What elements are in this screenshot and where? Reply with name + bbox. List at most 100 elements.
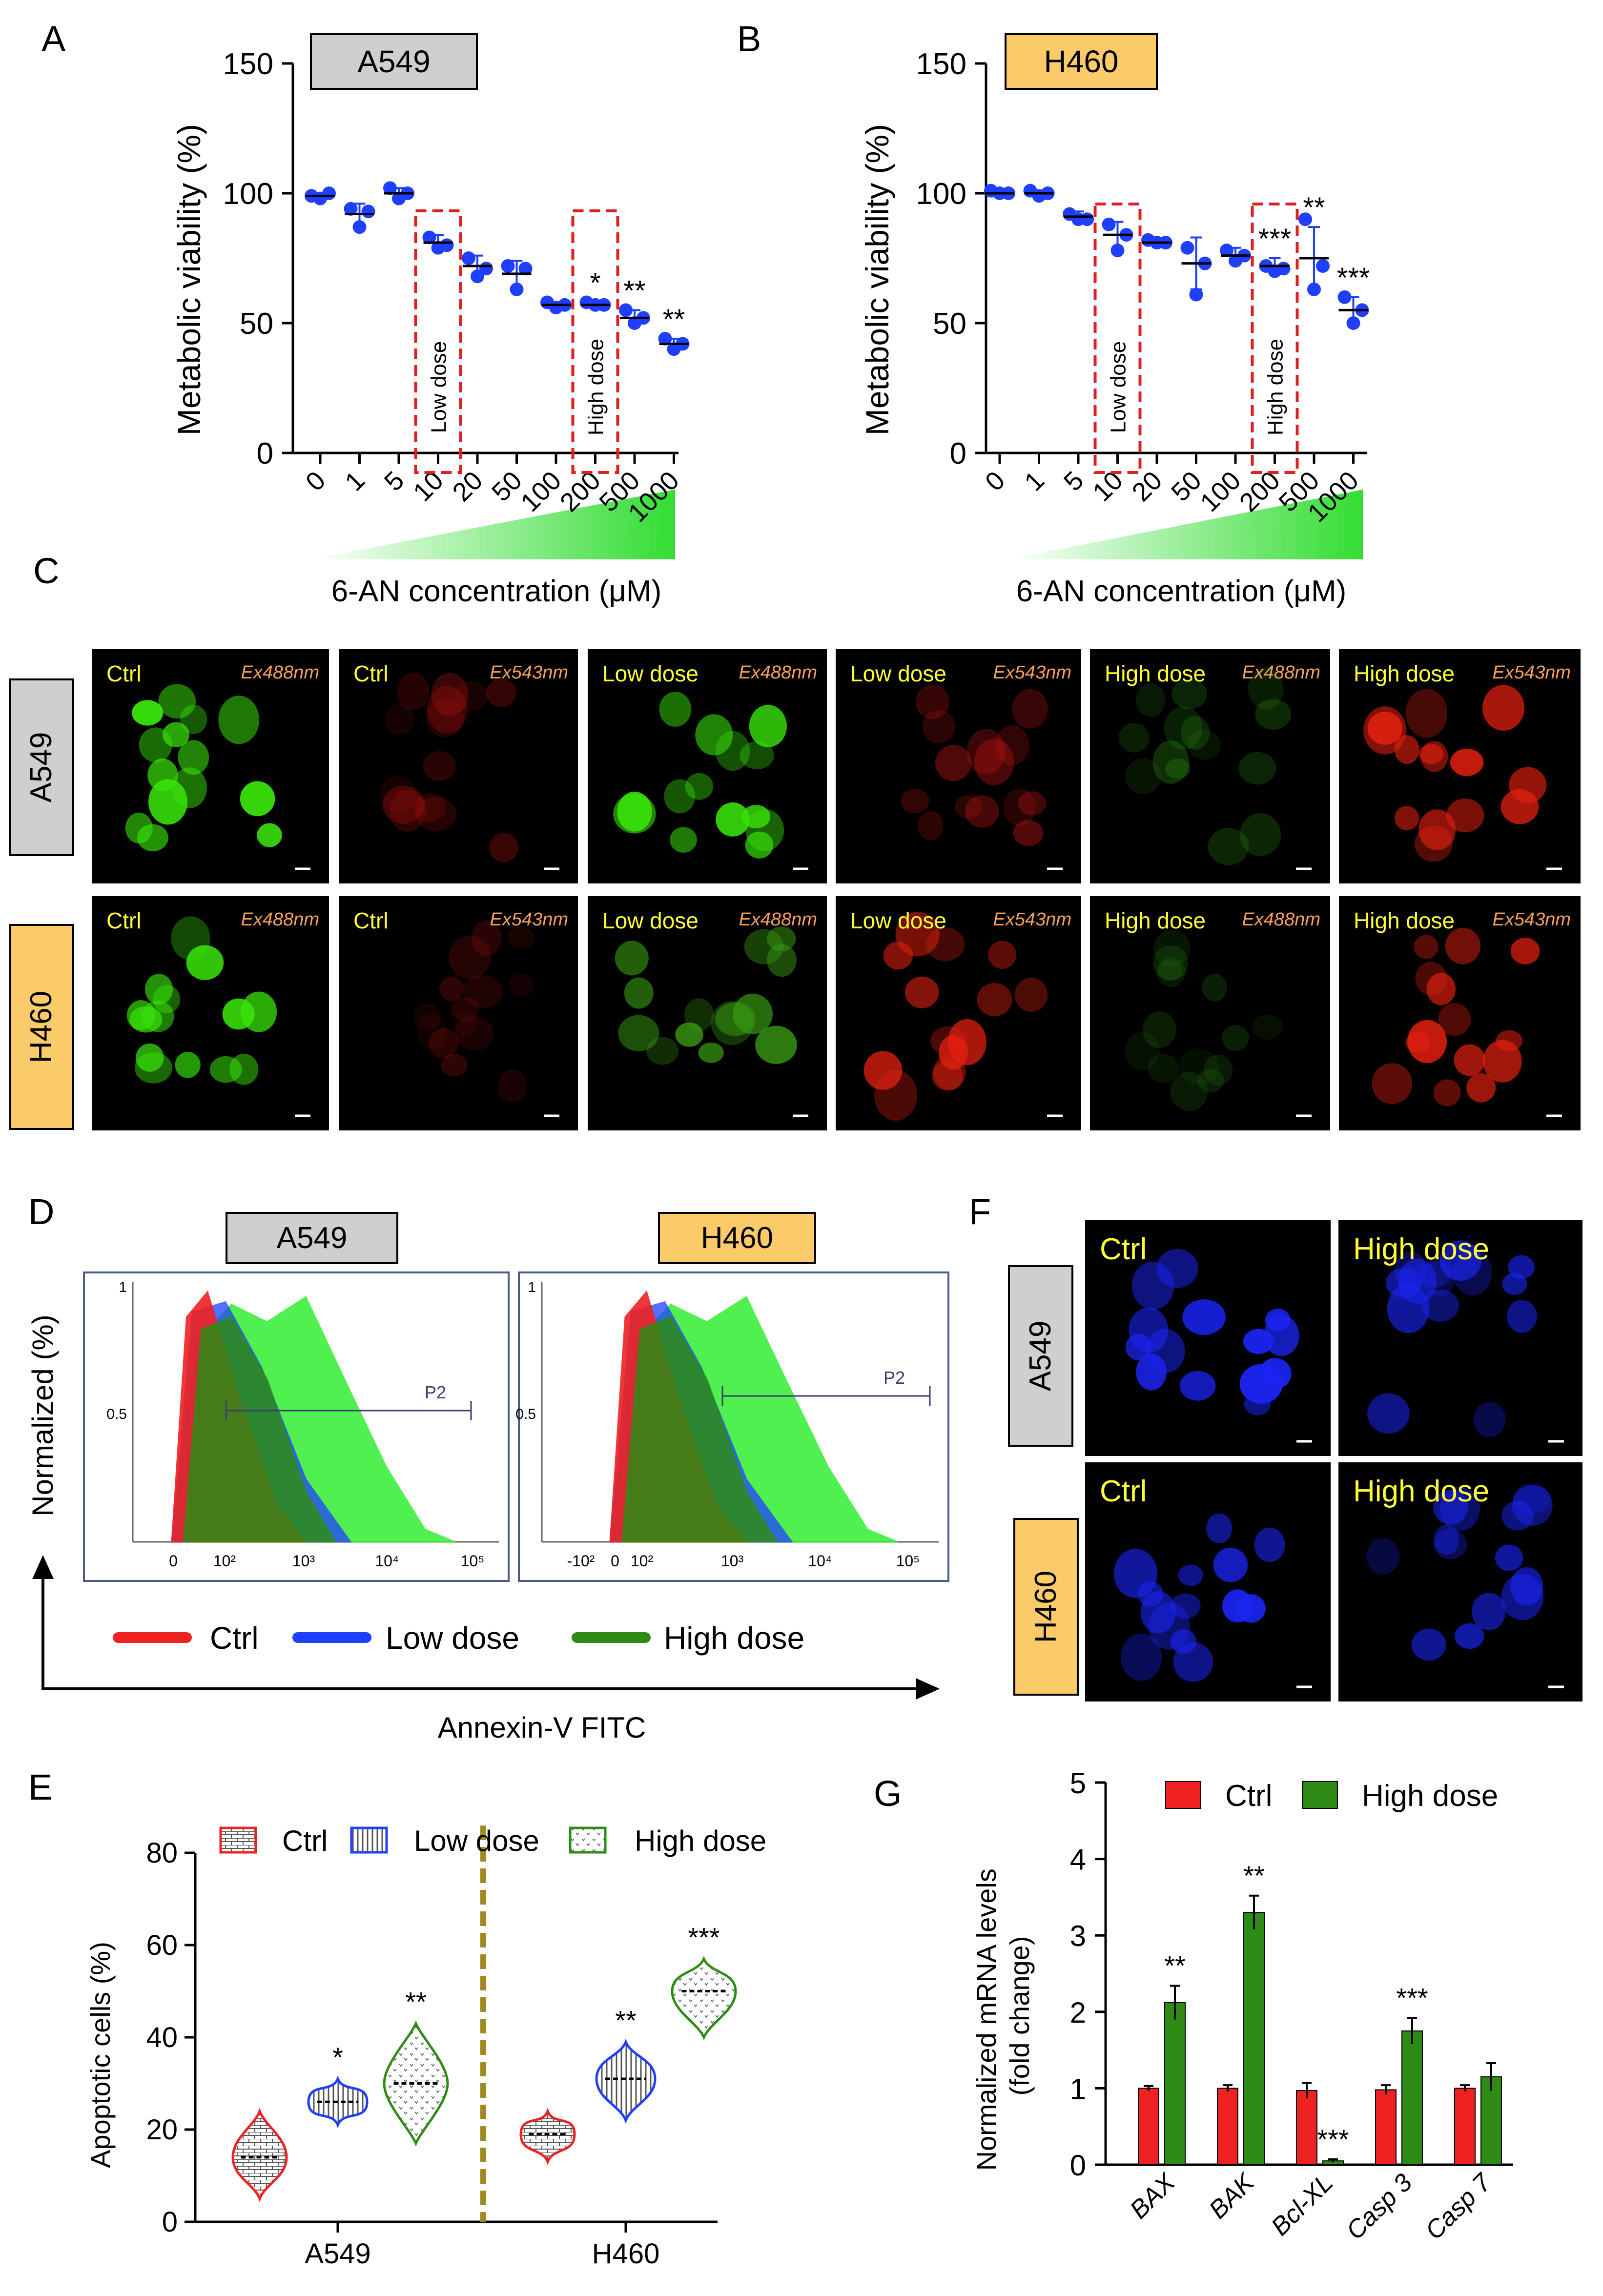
panel-g-bar-ctrl xyxy=(1296,2090,1317,2166)
panel-a-data-point xyxy=(518,262,533,276)
panel-c-tile-h460-4-cell xyxy=(925,927,965,962)
panel-c-tile-h460-6-cell xyxy=(1466,1073,1496,1103)
panel-a-x-tick-label: 0 xyxy=(300,466,331,497)
panel-b-x-title: 6-AN concentration (μM) xyxy=(1016,574,1347,608)
panel-d-y-title: Normalized (%) xyxy=(26,1314,59,1516)
panel-f-tile-h460-2-cell xyxy=(1501,1500,1534,1531)
panel-c-tile-h460-4-cell xyxy=(863,1051,903,1090)
panel-c-tile-a549-4-cell xyxy=(900,788,929,814)
panel-c-tile-h460-2-cell xyxy=(455,1016,494,1051)
panel-d-h460-x-tick-label: 0 xyxy=(611,1552,619,1570)
panel-g-y-tick-label: 3 xyxy=(1070,1920,1086,1952)
panel-d-a549-hist-overlap xyxy=(183,1316,337,1543)
panel-b-data-point xyxy=(1032,189,1046,203)
panel-b-high-dose-label: High dose xyxy=(1264,339,1288,435)
panel-g-significance: *** xyxy=(1396,1982,1428,2013)
panel-c-tile-a549-3-background xyxy=(588,649,827,883)
panel-f-tile-a549-1-cell xyxy=(1131,1261,1174,1310)
panel-g-bar-high-dose xyxy=(1480,2076,1502,2166)
panel-f-tile-a549-2-label: High dose xyxy=(1353,1232,1489,1266)
panel-b-data-point xyxy=(1110,244,1125,258)
panel-b-significance: *** xyxy=(1337,262,1370,294)
panel-c-tile-a549-4-cell xyxy=(1018,791,1047,816)
panel-d-legend-label-3: High dose xyxy=(664,1620,804,1656)
panel-f-tile-h460-2-cell xyxy=(1455,1623,1484,1649)
panel-c-tile-h460-3-channel: Ex488nm xyxy=(739,909,817,930)
panel-a-x-tick-label: 1 xyxy=(339,466,370,497)
panel-f-tile-h460-1-cell xyxy=(1170,1629,1197,1654)
panel-c-tile-a549-6-cell xyxy=(1418,809,1456,850)
panel-f-tile-h460-1-cell xyxy=(1178,1564,1203,1586)
panel-g-y-tick-label: 4 xyxy=(1070,1844,1086,1876)
panel-b-data-point xyxy=(1307,282,1321,296)
panel-c-tile-h460-6-cell xyxy=(1438,1003,1471,1036)
panel-f-tile-h460-2-cell xyxy=(1434,1529,1467,1559)
panel-letter-g: G xyxy=(874,1773,902,1814)
panel-c-row-label-a549: A549 xyxy=(24,732,58,803)
panel-c-tile-h460-2-cell xyxy=(448,936,491,979)
panel-c-tile-h460-2-cell xyxy=(429,1028,459,1059)
panel-c-tile-h460-2-cell xyxy=(509,974,534,996)
panel-c-tile-a549-2-channel: Ex543nm xyxy=(490,662,568,683)
panel-c-tile-a549-2-cell xyxy=(382,785,425,824)
panel-f-tile-a549-1-cell xyxy=(1244,1392,1271,1415)
panel-c-tile-a549-2-label: Ctrl xyxy=(353,661,389,686)
panel-g-y-title-line1: Normalized mRNA levels xyxy=(971,1868,1002,2171)
panel-f-tile-h460-1-cell xyxy=(1254,1527,1285,1562)
panel-a-y-tick-label: 150 xyxy=(223,47,273,81)
panel-f-tile-a549-1-cell xyxy=(1146,1329,1185,1374)
panel-b-y-tick-label: 100 xyxy=(916,177,966,211)
panel-c-tile-h460-6-label: High dose xyxy=(1354,908,1455,933)
panel-a-data-point xyxy=(383,181,397,195)
panel-letter-f: F xyxy=(969,1191,991,1232)
panel-c-tile-a549-5-background xyxy=(1090,649,1330,883)
panel-e-y-tick-label: 0 xyxy=(162,2206,178,2238)
panel-a-significance: * xyxy=(590,267,601,299)
panel-c-tile-h460-4-cell xyxy=(895,912,940,957)
panel-d-y-arrowhead xyxy=(32,1555,54,1579)
panel-d-a549-title: A549 xyxy=(277,1221,348,1255)
panel-c-tile-a549-2-cell xyxy=(384,703,414,735)
panel-b-significance: ** xyxy=(1303,192,1325,224)
panel-b-data-point xyxy=(1071,212,1085,226)
panel-e-y-title: Apoptotic cells (%) xyxy=(85,1942,116,2168)
panel-b-title-box xyxy=(1005,33,1158,90)
panel-c-tile-h460-4-cell xyxy=(904,976,939,1008)
panel-d-a549-title-box xyxy=(226,1212,398,1264)
panel-e-significance: ** xyxy=(405,1987,427,2017)
panel-c-tile-a549-3-cell xyxy=(659,692,692,727)
panel-c-tile-a549-6-label: High dose xyxy=(1354,661,1455,686)
panel-letter-d: D xyxy=(28,1191,54,1232)
panel-f-tile-h460-1-cell xyxy=(1222,1589,1253,1623)
panel-c-tile-h460-5-cell xyxy=(1222,1025,1249,1051)
panel-a-x-tick-label: 20 xyxy=(447,466,489,507)
panel-c-tile-h460-2-cell xyxy=(507,926,535,949)
panel-c-tile-a549-3-label: Low dose xyxy=(602,661,699,686)
panel-c-tile-a549-2-cell xyxy=(397,673,430,711)
panel-c-tile-a549-5-cell xyxy=(1135,683,1166,717)
panel-c-tile-h460-3-cell xyxy=(646,1037,679,1065)
panel-c-tile-h460-5-cell xyxy=(1197,1068,1224,1093)
panel-d-a549-y-tick-label: 1 xyxy=(119,1279,127,1295)
panel-d-a549-y-tick-label: 0.5 xyxy=(106,1406,127,1422)
panel-c-tile-a549-6-cell xyxy=(1415,825,1453,862)
panel-e-significance: * xyxy=(332,2042,343,2072)
panel-a-data-point xyxy=(658,331,672,346)
panel-b-y-tick-label: 150 xyxy=(916,47,966,81)
panel-e-legend-swatch-2 xyxy=(350,1826,388,1854)
panel-c-tile-a549-2-cell xyxy=(489,833,518,862)
panel-c-tile-h460-1-channel: Ex488nm xyxy=(241,909,319,930)
panel-a-title-box xyxy=(310,33,478,90)
panel-c-tile-h460-3-cell xyxy=(733,993,773,1034)
panel-c-tile-h460-3-cell xyxy=(767,926,796,951)
panel-g-legend-label-1: Ctrl xyxy=(1225,1779,1272,1813)
panel-c-tile-a549-1-cell xyxy=(125,812,153,844)
panel-c-tile-a549-1-cell xyxy=(257,823,282,847)
panel-c-tile-h460-2-cell xyxy=(439,976,464,1001)
panel-d-x-title: Annexin-V FITC xyxy=(438,1711,646,1744)
panel-c-tile-a549-6-cell xyxy=(1482,685,1524,731)
panel-g-legend-swatch-1 xyxy=(1165,1781,1201,1809)
panel-d-h460-x-tick-label: 10⁴ xyxy=(808,1552,832,1570)
panel-f-tile-a549-2-cell xyxy=(1387,1284,1430,1333)
panel-c-tile-h460-5-cell xyxy=(1153,945,1188,981)
